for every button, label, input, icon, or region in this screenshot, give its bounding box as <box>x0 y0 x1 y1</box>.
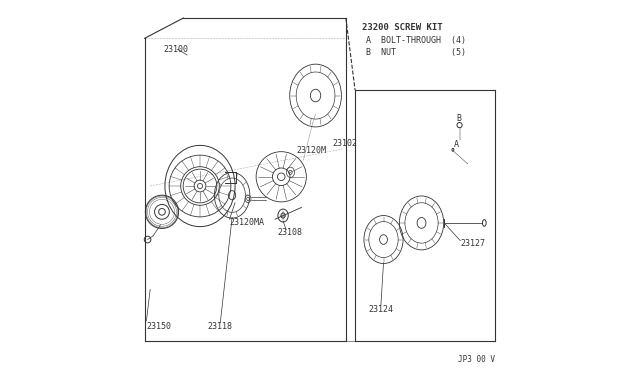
Text: 23108: 23108 <box>278 228 303 237</box>
Text: 23118: 23118 <box>207 322 232 331</box>
Text: 23120M: 23120M <box>296 147 326 155</box>
Text: B: B <box>456 114 461 123</box>
Text: B  NUT           (5): B NUT (5) <box>366 48 466 57</box>
Text: 23102: 23102 <box>333 139 358 148</box>
Text: A  BOLT-THROUGH  (4): A BOLT-THROUGH (4) <box>366 36 466 45</box>
Text: 23150: 23150 <box>147 322 172 331</box>
Text: 23127: 23127 <box>460 239 485 248</box>
Text: JP3 00 V: JP3 00 V <box>458 355 495 364</box>
Text: 23124: 23124 <box>368 305 393 314</box>
Text: 23100: 23100 <box>163 45 188 54</box>
Text: 23120MA: 23120MA <box>230 218 264 227</box>
Text: 23200 SCREW KIT: 23200 SCREW KIT <box>362 23 443 32</box>
Text: A: A <box>454 140 459 149</box>
